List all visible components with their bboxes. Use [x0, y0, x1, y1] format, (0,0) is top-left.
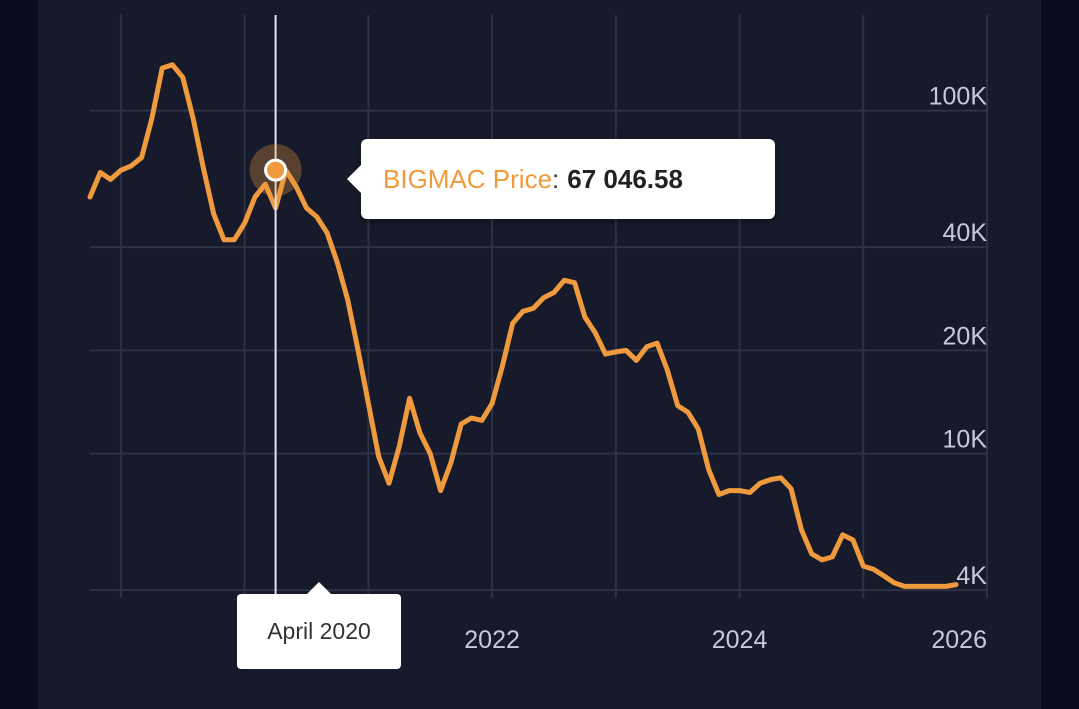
y-tick-label: 100K [929, 83, 988, 111]
tooltip-separator: : [552, 163, 560, 194]
crosshair-date-label: April 2020 [237, 582, 401, 669]
tooltip: BIGMAC Price:67 046.58 [347, 139, 775, 219]
y-tick-label: 10K [943, 426, 988, 454]
tooltip-series-name: BIGMAC Price [383, 163, 553, 194]
x-tick-label: 2026 [931, 626, 987, 654]
x-axis-ticks: 2022 2024 2026 [464, 626, 987, 654]
y-axis-ticks: 100K 40K 20K 10K 4K [929, 83, 988, 590]
series-line-bigmac-price[interactable] [87, 62, 959, 589]
y-tick-label: 20K [943, 322, 988, 350]
grid-lines [90, 15, 988, 598]
hover-point[interactable] [264, 158, 288, 182]
y-tick-label: 40K [943, 219, 988, 247]
x-tick-label: 2024 [712, 626, 768, 654]
y-tick-label: 4K [956, 562, 987, 590]
tooltip-value: 67 046.58 [567, 163, 683, 194]
x-tick-label: 2022 [464, 626, 520, 654]
